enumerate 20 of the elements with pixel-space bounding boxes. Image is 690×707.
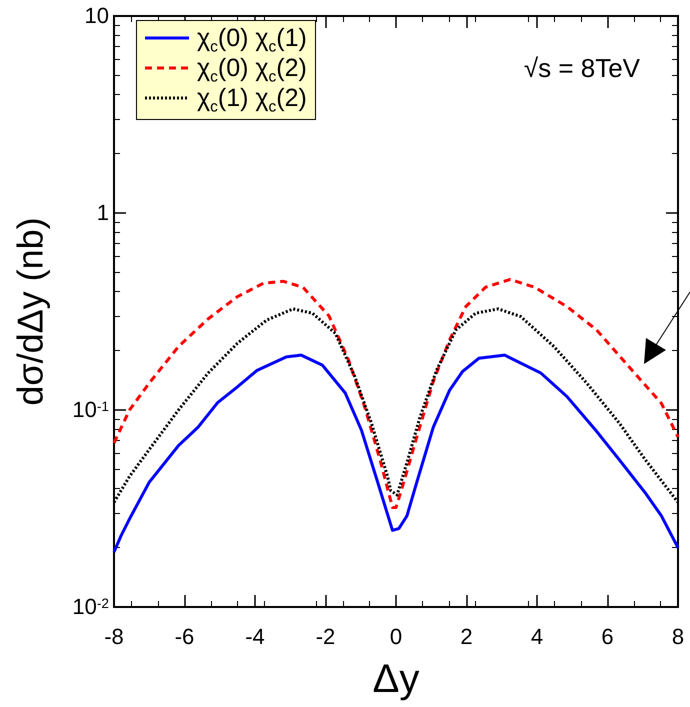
- line-series: [112, 354, 680, 554]
- y-axis-title: dσ/dΔy (nb): [10, 217, 50, 406]
- y-tick-label: 10$^{-2}$: [72, 594, 109, 620]
- x-tick-label: 2: [460, 624, 473, 650]
- legend-label: χ$_{c}$(0) χ$_{c}$(2): [197, 53, 307, 86]
- x-tick-label: -8: [104, 624, 124, 650]
- x-tick-label: 0: [390, 624, 402, 650]
- x-tick-label: -6: [174, 624, 194, 650]
- x-tick-label: -4: [245, 624, 265, 650]
- x-axis-title: Δy: [372, 657, 420, 701]
- annotation: √s = 8TeV: [524, 53, 641, 83]
- x-tick-label: 8: [672, 624, 684, 650]
- y-tick-label: 1: [96, 200, 109, 226]
- legend-label: χ$_{c}$(1) χ$_{c}$(2): [197, 83, 307, 116]
- x-tick-label: -2: [316, 624, 336, 650]
- x-tick-label: 6: [601, 624, 614, 650]
- legend-label: χ$_{c}$(0) χ$_{c}$(1): [197, 23, 307, 56]
- x-tick-label: 4: [530, 624, 544, 650]
- y-tick-label: 10$^{-1}$: [72, 397, 109, 423]
- y-tick-label: 10: [84, 3, 109, 29]
